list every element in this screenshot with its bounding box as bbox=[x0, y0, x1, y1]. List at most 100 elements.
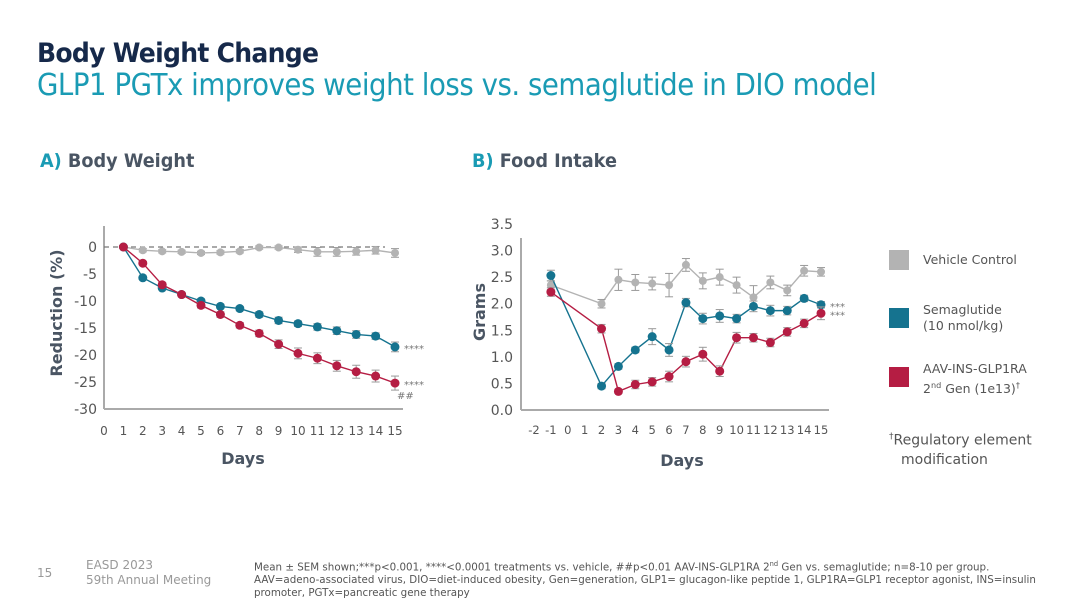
chart-b-point-semaglutide bbox=[664, 345, 674, 355]
chart-a-point-vehicle bbox=[216, 248, 225, 257]
chart-a-significance-semaglutide: **** bbox=[404, 344, 424, 355]
legend-text: (10 nmol/kg) bbox=[923, 318, 1004, 333]
chart-a-point-semaglutide bbox=[215, 301, 225, 311]
chart-b-point-semaglutide bbox=[630, 345, 640, 355]
chart-b-point-semaglutide bbox=[765, 306, 775, 316]
chart-a-point-aav bbox=[157, 280, 167, 290]
chart-b-point-vehicle bbox=[766, 278, 775, 287]
chart-a-ytick-label: -20 bbox=[74, 348, 97, 364]
chart-b-xtick-label: 5 bbox=[649, 423, 656, 437]
chart-a-significance-aav: **** bbox=[404, 380, 424, 391]
chart-b-point-semaglutide bbox=[732, 314, 742, 324]
chart-a-ylabel: Reduction (%) bbox=[47, 249, 66, 376]
slide-title: Body Weight Change bbox=[37, 38, 319, 69]
chart-b-point-aav bbox=[630, 379, 640, 389]
chart-b-xtick-label: 1 bbox=[581, 423, 588, 437]
chart-b-ytick-label: 1.5 bbox=[491, 323, 513, 339]
chart-b-point-aav bbox=[664, 372, 674, 382]
chart-a-point-semaglutide bbox=[371, 331, 381, 341]
chart-b-point-aav bbox=[681, 357, 691, 367]
chart-b-point-aav bbox=[765, 338, 775, 348]
chart-a-point-vehicle bbox=[177, 247, 186, 256]
chart-a-ytick-label: -15 bbox=[74, 321, 97, 337]
slide-subtitle: GLP1 PGTx improves weight loss vs. semag… bbox=[37, 68, 877, 103]
chart-a-point-semaglutide bbox=[390, 342, 400, 352]
chart-a-point-vehicle bbox=[371, 246, 380, 255]
chart-a-point-aav bbox=[196, 300, 206, 310]
chart-b-point-semaglutide bbox=[647, 332, 657, 342]
chart-a-point-semaglutide bbox=[254, 310, 264, 319]
chart-b-xtick-label: 0 bbox=[564, 423, 571, 437]
chart-b-point-vehicle bbox=[698, 276, 707, 285]
chart-b-point-vehicle bbox=[631, 278, 640, 287]
chart-b-point-aav bbox=[732, 333, 742, 343]
chart-a-point-aav bbox=[390, 378, 400, 388]
chart-b-point-aav bbox=[748, 333, 758, 343]
chart-a-point-aav bbox=[274, 339, 284, 349]
chart-a-ytick-label: -10 bbox=[74, 294, 97, 310]
chart-b-series-line-semaglutide bbox=[550, 275, 822, 388]
legend-label-vehicle: Vehicle Control bbox=[923, 252, 1017, 268]
chart-a-point-semaglutide bbox=[138, 273, 148, 283]
chart-a-point-aav bbox=[312, 353, 322, 363]
chart-a-xtick-label: 2 bbox=[139, 424, 147, 438]
chart-a-xtick-label: 1 bbox=[120, 424, 128, 438]
chart-a-point-vehicle bbox=[235, 247, 244, 256]
chart-a-point-aav bbox=[177, 290, 187, 300]
chart-b-xtick-label: 4 bbox=[632, 423, 639, 437]
chart-b-xtick-label: 2 bbox=[598, 423, 605, 437]
meeting-info: EASD 2023 59th Annual Meeting bbox=[86, 558, 212, 587]
chart-b-point-semaglutide bbox=[782, 306, 792, 316]
chart-a-point-vehicle bbox=[138, 246, 147, 255]
chart-b-point-aav bbox=[698, 349, 708, 359]
chart-a-xtick-label: 12 bbox=[329, 424, 344, 438]
chart-b-xtick-label: 11 bbox=[746, 423, 761, 437]
chart-a-xtick-label: 6 bbox=[217, 424, 225, 438]
chart-a-point-vehicle bbox=[332, 247, 341, 256]
legend-label-semaglutide: Semaglutide (10 nmol/kg) bbox=[923, 302, 1003, 334]
chart-b-point-semaglutide bbox=[546, 271, 556, 281]
chart-b-xtick-label: 10 bbox=[729, 423, 744, 437]
regulatory-note: †Regulatory element modification bbox=[889, 432, 1032, 468]
chart-b-point-vehicle bbox=[817, 267, 825, 276]
chart-b-ytick-label: 1.0 bbox=[491, 350, 513, 366]
chart-a-point-semaglutide bbox=[332, 326, 342, 336]
chart-a-point-aav bbox=[118, 242, 128, 252]
chart-b-point-semaglutide bbox=[681, 298, 691, 308]
chart-b-point-vehicle bbox=[732, 281, 741, 290]
chart-b-ytick-label: 3.0 bbox=[491, 244, 513, 260]
chart-a-point-vehicle bbox=[294, 245, 302, 254]
chart-a-xtick-label: 8 bbox=[255, 424, 263, 438]
chart-b-point-semaglutide bbox=[715, 311, 725, 321]
chart-a-point-vehicle bbox=[158, 247, 167, 256]
chart-b-ytick-label: 3.5 bbox=[491, 217, 513, 233]
chart-a-point-aav bbox=[235, 320, 245, 330]
chart-b-ytick-label: 0.0 bbox=[491, 403, 513, 419]
chart-b-xtick-label: 14 bbox=[797, 423, 812, 437]
chart-a-point-vehicle bbox=[352, 247, 361, 256]
chart-b-xtick-label: 9 bbox=[716, 423, 723, 437]
chart-b-point-vehicle bbox=[749, 293, 758, 302]
chart-b-point-semaglutide bbox=[698, 314, 708, 324]
chart-b-significance-aav: *** bbox=[830, 310, 845, 321]
chart-a-xtick-label: 15 bbox=[387, 424, 402, 438]
chart-b-point-vehicle bbox=[614, 275, 623, 284]
chart-b-xtick-label: -1 bbox=[545, 423, 556, 437]
chart-a-point-vehicle bbox=[255, 243, 264, 252]
chart-a-point-semaglutide bbox=[235, 304, 245, 314]
chart-a-point-semaglutide bbox=[351, 329, 361, 339]
chart-b-xtick-label: 3 bbox=[615, 423, 622, 437]
chart-b-xtick-label: 8 bbox=[699, 423, 706, 437]
chart-b-point-vehicle bbox=[715, 273, 724, 282]
chart-b-point-aav bbox=[647, 377, 657, 387]
chart-b-xtick-label: 12 bbox=[763, 423, 778, 437]
chart-b-point-aav bbox=[799, 318, 809, 328]
chart-a-point-aav bbox=[215, 310, 225, 319]
chart-b-ytick-label: 2.5 bbox=[491, 270, 513, 286]
chart-a-xtick-label: 4 bbox=[178, 424, 186, 438]
legend-text: Vehicle Control bbox=[923, 252, 1017, 267]
chart-a-point-aav bbox=[371, 371, 381, 381]
chart-a-xtick-label: 14 bbox=[368, 424, 383, 438]
chart-a-point-aav bbox=[138, 258, 148, 268]
chart-a-xtick-label: 5 bbox=[197, 424, 205, 438]
